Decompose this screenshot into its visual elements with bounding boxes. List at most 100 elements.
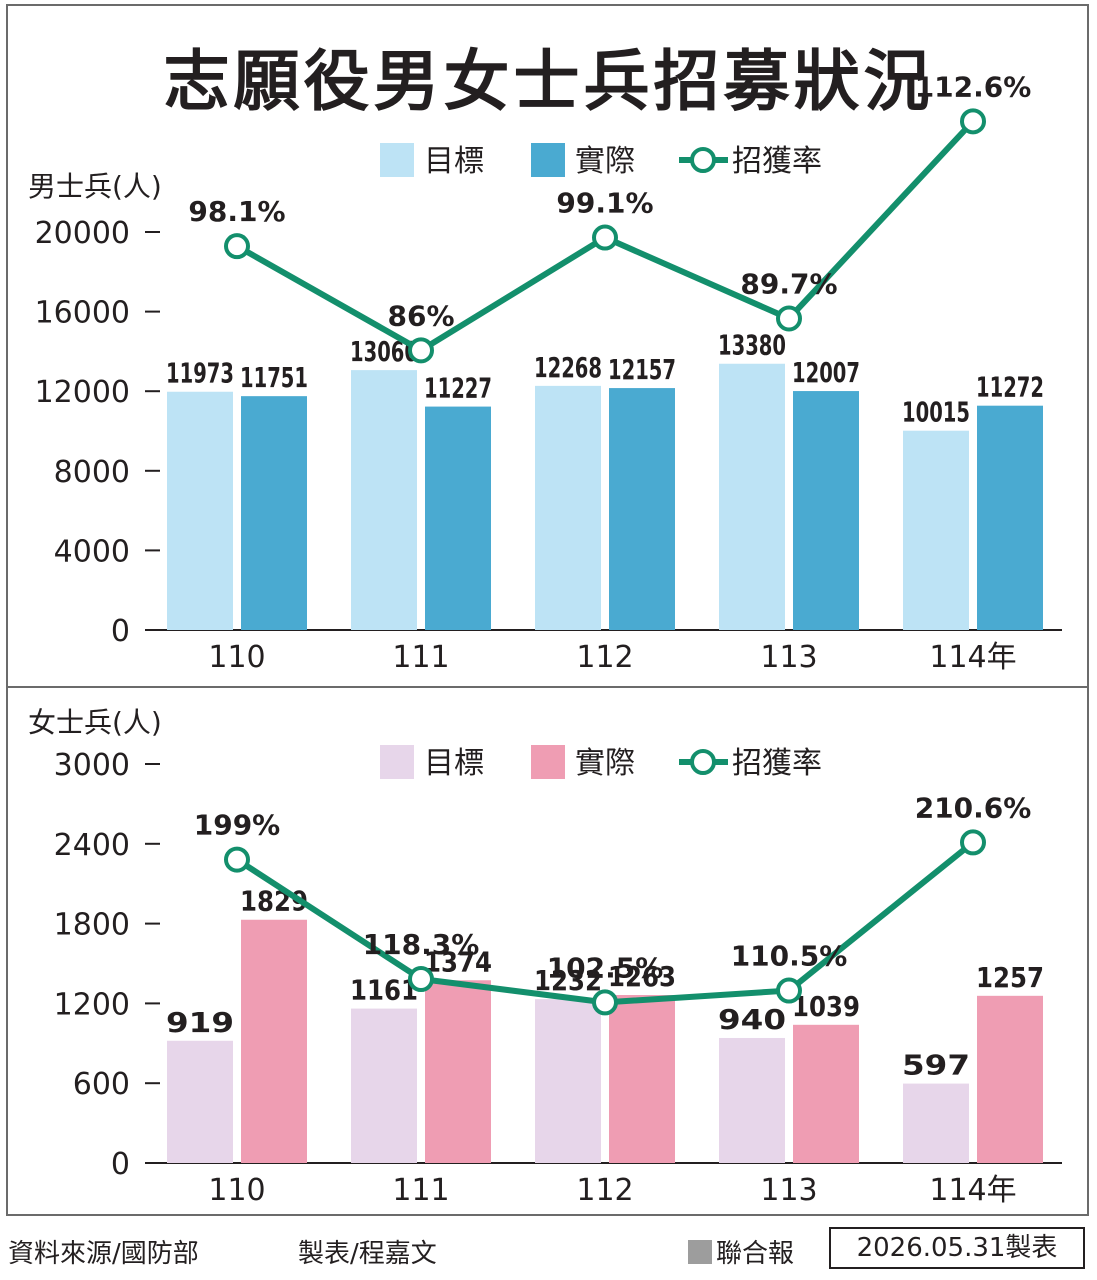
bar-actual-label: 12007 xyxy=(792,356,860,389)
female-soldiers-chart: 女士兵(人)目標 實際 招獲率300024001800120060009191829… xyxy=(28,706,1062,1208)
rate-label: 89.7% xyxy=(740,267,837,300)
y-tick-label: 0 xyxy=(111,614,130,649)
rate-point xyxy=(776,305,802,332)
bar-actual xyxy=(977,995,1043,1163)
bar-actual xyxy=(425,406,491,630)
bar-target xyxy=(719,363,785,630)
x-tick-label: 114年 xyxy=(929,1173,1016,1208)
bar-target-label: 12268 xyxy=(534,351,602,384)
rate-point xyxy=(592,224,618,251)
y-tick-label: 1800 xyxy=(54,908,130,943)
y-tick-label: 0 xyxy=(111,1147,130,1182)
bar-actual-label: 11227 xyxy=(424,372,492,405)
bar-actual-label: 1263 xyxy=(608,960,676,993)
rate-label: 86% xyxy=(387,299,454,332)
x-tick-label: 113 xyxy=(760,640,817,675)
bar-actual-label: 1257 xyxy=(976,961,1044,994)
bar-actual-label: 1374 xyxy=(424,945,492,978)
source-note: 資料來源/國防部 xyxy=(8,1239,199,1269)
y-tick-label: 20000 xyxy=(35,216,130,251)
male-soldiers-chart: 男士兵(人) 目標 實際 招獲率 20000 16000 12000 8000 4000 0 119… xyxy=(28,70,1062,675)
rate-point xyxy=(224,233,250,260)
bar-actual xyxy=(609,995,675,1163)
x-tick-label: 111 xyxy=(392,1173,449,1208)
bar-target-label: 1232 xyxy=(534,964,602,997)
x-tick-label: 110 xyxy=(208,1173,265,1208)
publisher: 聯合報 xyxy=(688,1233,794,1270)
publisher-logo-square xyxy=(688,1239,712,1264)
bar-actual-label: 12157 xyxy=(608,353,676,386)
bar-actual xyxy=(241,396,307,630)
y-tick-label: 12000 xyxy=(35,375,130,410)
chart-frame xyxy=(6,4,1089,1216)
bar-actual xyxy=(793,391,859,630)
rate-label: 102.5% xyxy=(547,951,664,984)
legend-rate-marker xyxy=(690,749,716,775)
x-tick-label: 112 xyxy=(576,640,633,675)
rate-label: 99.1% xyxy=(556,187,653,220)
y-axis-unit-label: 女士兵(人) xyxy=(28,706,162,739)
x-tick-label: 114年 xyxy=(929,640,1016,675)
date-box: 2026.05.31製表 xyxy=(829,1227,1085,1269)
legend-rate-marker xyxy=(690,147,716,173)
rate-point xyxy=(408,966,434,993)
legend-target-label: 目標 xyxy=(424,144,484,179)
bar-actual-label: 11272 xyxy=(976,371,1044,404)
y-tick-label: 8000 xyxy=(54,455,130,490)
y-tick-label: 600 xyxy=(73,1067,130,1102)
legend-target-swatch xyxy=(380,143,414,177)
chart-title: 志願役男女士兵招募狀況 xyxy=(163,43,934,120)
rate-point xyxy=(408,337,434,364)
bar-actual xyxy=(425,980,491,1163)
bar-actual xyxy=(793,1024,859,1163)
y-axis-unit-label: 男士兵(人) xyxy=(28,170,162,203)
bar-target-label: 13380 xyxy=(718,329,786,362)
y-tick-label: 4000 xyxy=(54,534,130,569)
panel-divider xyxy=(6,686,1089,688)
legend-target-swatch xyxy=(380,745,414,779)
bar-target-label: 940 xyxy=(718,1003,786,1036)
bar-target xyxy=(719,1037,785,1163)
rate-label: 199% xyxy=(194,809,281,842)
bar-target xyxy=(351,1008,417,1163)
bar-target-label: 597 xyxy=(902,1049,970,1082)
bar-target xyxy=(167,1040,233,1163)
bar-actual-label: 1039 xyxy=(792,990,860,1023)
y-tick-label: 16000 xyxy=(35,296,130,331)
rate-point xyxy=(224,846,250,873)
rate-label: 210.6% xyxy=(915,791,1032,824)
rate-label: 118.3% xyxy=(363,928,480,961)
legend-actual-label: 實際 xyxy=(575,144,635,179)
legend-actual-label: 實際 xyxy=(575,746,635,781)
legend-rate-label: 招獲率 xyxy=(732,746,822,781)
bar-target xyxy=(903,430,969,630)
x-tick-label: 111 xyxy=(392,640,449,675)
rate-label: 110.5% xyxy=(731,940,848,973)
x-tick-label: 112 xyxy=(576,1173,633,1208)
publisher-name: 聯合報 xyxy=(716,1239,795,1269)
bar-target-label: 10015 xyxy=(902,396,970,429)
legend-actual-swatch xyxy=(531,745,565,779)
bar-actual-label: 11751 xyxy=(240,361,308,394)
legend-rate-label: 招獲率 xyxy=(732,144,822,179)
bar-actual xyxy=(977,405,1043,630)
credit-note: 製表/程嘉文 xyxy=(298,1239,437,1269)
y-tick-label: 1200 xyxy=(54,987,130,1022)
x-tick-label: 110 xyxy=(208,640,265,675)
legend-target-label: 目標 xyxy=(424,746,484,781)
bar-target xyxy=(535,385,601,630)
rate-point xyxy=(960,108,986,135)
y-tick-label: 2400 xyxy=(54,828,130,863)
rate-point xyxy=(776,977,802,1004)
bar-actual xyxy=(241,919,307,1163)
legend-actual-swatch xyxy=(531,143,565,177)
bar-target xyxy=(903,1083,969,1163)
bar-target xyxy=(351,370,417,630)
bar-target-label: 11973 xyxy=(166,357,234,390)
bar-target-label: 919 xyxy=(166,1006,234,1039)
rate-label: 112.6% xyxy=(915,70,1032,103)
y-tick-label: 3000 xyxy=(54,748,130,783)
bar-target xyxy=(167,391,233,630)
rate-point xyxy=(592,989,618,1016)
x-tick-label: 113 xyxy=(760,1173,817,1208)
